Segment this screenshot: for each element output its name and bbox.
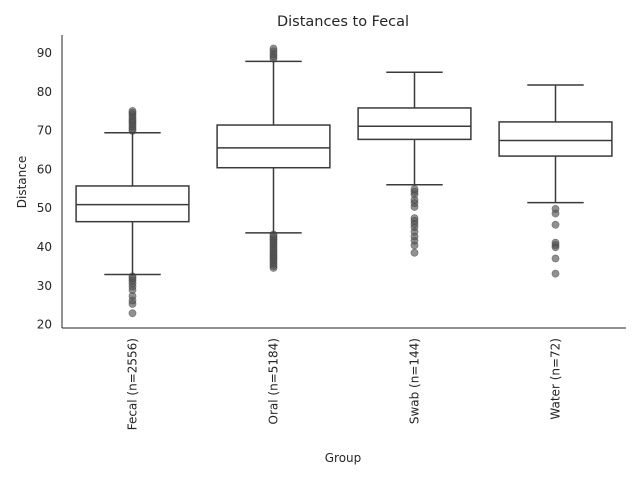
- y-tick-label: 70: [37, 124, 52, 138]
- outlier-point: [551, 220, 560, 229]
- outlier-point: [551, 204, 560, 213]
- outlier-point: [128, 309, 137, 318]
- y-tick-label: 80: [37, 85, 52, 99]
- iqr-box: [498, 121, 613, 157]
- y-axis-label: Distance: [15, 156, 29, 208]
- y-tick-label: 30: [37, 279, 52, 293]
- x-axis-label: Group: [325, 451, 362, 465]
- y-tick-label: 40: [37, 240, 52, 254]
- x-tick-label: Water (n=72): [549, 338, 563, 420]
- x-tick-label: Fecal (n=2556): [126, 338, 140, 430]
- outlier-point: [269, 44, 278, 53]
- chart-title: Distances to Fecal: [277, 14, 409, 30]
- outlier-point: [551, 254, 560, 263]
- iqr-box: [216, 124, 331, 169]
- outlier-point: [128, 107, 137, 115]
- outlier-point: [410, 248, 419, 257]
- outlier-point: [551, 269, 560, 278]
- x-tick-label: Swab (n=144): [408, 338, 422, 424]
- y-tick-label: 90: [37, 46, 52, 60]
- y-tick-label: 50: [37, 201, 52, 215]
- plot-area: 20 30 40 50 60 70 80 90 Fecal (n=2556) Oral (n=51…: [37, 35, 626, 430]
- y-tick-label: 20: [37, 318, 52, 332]
- iqr-box: [75, 185, 190, 223]
- outlier-point: [410, 214, 419, 223]
- outlier-point: [551, 238, 560, 247]
- outlier-point: [410, 185, 419, 193]
- y-tick-label: 60: [37, 162, 52, 176]
- x-tick-label: Oral (n=5184): [267, 338, 281, 424]
- iqr-box: [357, 107, 472, 141]
